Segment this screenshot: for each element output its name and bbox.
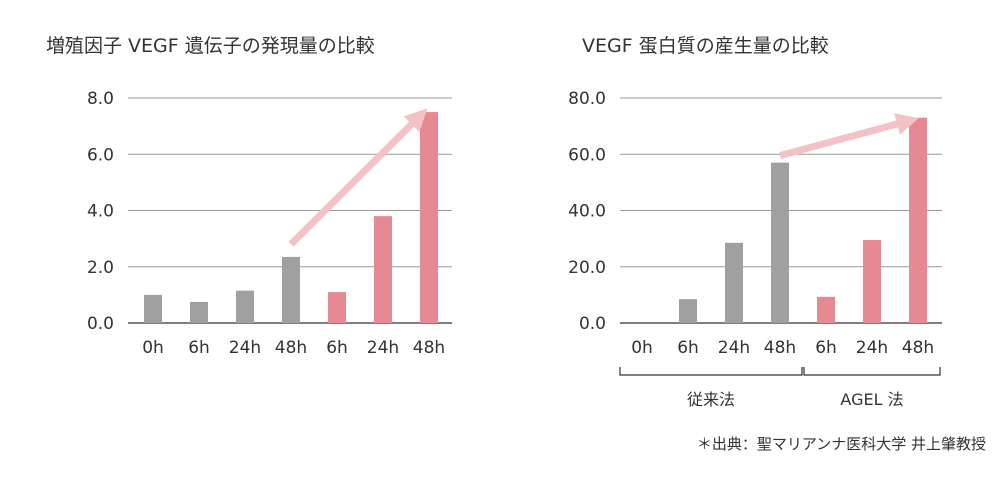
x-tick-label: 24h: [856, 338, 888, 358]
x-tick-label: 48h: [764, 338, 796, 358]
bar-24h: [374, 216, 392, 323]
x-tick-label: 48h: [275, 338, 307, 358]
y-tick-label: 4.0: [87, 202, 114, 222]
x-tick-label: 24h: [718, 338, 750, 358]
x-tick-label: 0h: [631, 338, 653, 358]
y-tick-label: 80.0: [568, 89, 606, 109]
bar-24h: [725, 242, 743, 323]
group-label: AGEL 法: [840, 390, 903, 409]
plot-area: 0.0 20.0 40.0 60.0 80.0 0h 6h 24h 48h 6h 24h 48h 従来法…: [568, 89, 942, 409]
vegf-protein-production-chart: VEGF 蛋白質の産生量の比較 0.0 20.0 40.0 60.0 80.0 0h 6h 2…: [568, 35, 942, 409]
x-tick-label: 6h: [188, 338, 210, 358]
bar-6h: [328, 292, 346, 323]
source-footnote: ＊出典：聖マリアンナ医科大学 井上肇教授: [697, 435, 986, 453]
bar-48h: [771, 162, 789, 323]
y-tick-label: 2.0: [87, 258, 114, 278]
group-bracket: [803, 367, 941, 376]
bar-48h: [420, 112, 438, 323]
y-tick-label: 20.0: [568, 258, 606, 278]
x-tick-label: 24h: [367, 338, 399, 358]
x-tick-label: 0h: [142, 338, 164, 358]
bar-48h: [282, 256, 300, 323]
x-tick-label: 48h: [413, 338, 445, 358]
y-tick-label: 6.0: [87, 145, 114, 165]
x-tick-label: 48h: [902, 338, 934, 358]
vegf-gene-expression-chart: 増殖因子 VEGF 遺伝子の発現量の比較 0.0 2.0 4.0 6.0 8.0 0h 6h…: [46, 35, 452, 358]
bar-24h: [863, 240, 881, 323]
bar-6h: [190, 301, 208, 323]
bar-6h: [679, 299, 697, 323]
x-tick-label: 6h: [326, 338, 348, 358]
y-tick-label: 0.0: [579, 314, 606, 334]
bar-24h: [236, 290, 254, 323]
group-bracket: [619, 367, 803, 376]
chart-title: VEGF 蛋白質の産生量の比較: [582, 35, 829, 57]
x-tick-label: 24h: [229, 338, 261, 358]
trend-arrow: [779, 113, 919, 160]
y-tick-label: 0.0: [87, 314, 114, 334]
trend-arrow: [288, 108, 428, 247]
bar-6h: [817, 296, 835, 323]
plot-area: 0.0 2.0 4.0 6.0 8.0 0h 6h 24h 48h 6h 24h 48h: [87, 89, 452, 358]
group-label: 従来法: [687, 390, 735, 409]
x-tick-label: 6h: [815, 338, 837, 358]
bar-0h: [144, 294, 162, 323]
chart-title: 増殖因子 VEGF 遺伝子の発現量の比較: [46, 35, 375, 57]
bar-48h: [909, 117, 927, 323]
y-tick-label: 8.0: [87, 89, 114, 109]
y-tick-label: 60.0: [568, 145, 606, 165]
x-tick-label: 6h: [677, 338, 699, 358]
y-tick-label: 40.0: [568, 202, 606, 222]
